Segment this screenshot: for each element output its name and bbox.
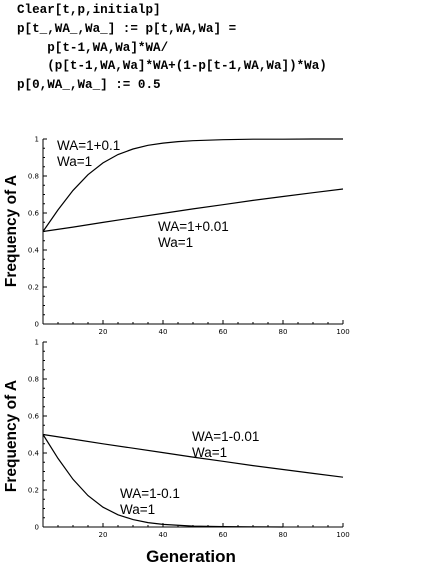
- y-tick-label: 1: [35, 136, 39, 144]
- y-tick-label: 0.2: [28, 487, 39, 495]
- series-label: WA=1-0.01: [192, 429, 259, 444]
- x-tick-label: 100: [336, 328, 349, 336]
- x-tick-label: 40: [159, 531, 168, 539]
- x-tick-label: 60: [219, 531, 228, 539]
- y-tick-label: 0.2: [28, 284, 39, 292]
- code-line: p[t-1,WA,Wa]*WA/: [17, 40, 169, 55]
- y-tick-label: 0.6: [28, 413, 40, 421]
- series-label: Wa=1: [192, 445, 227, 460]
- y-axis-label: Frequency of A: [3, 380, 20, 492]
- series-label: Wa=1: [57, 154, 92, 169]
- y-tick-label: 0: [35, 321, 39, 329]
- x-tick-label: 40: [159, 328, 168, 336]
- series-line: [42, 434, 284, 528]
- code-line: (p[t-1,WA,Wa]*WA+(1-p[t-1,WA,Wa])*Wa): [17, 59, 327, 74]
- x-tick-label: 20: [99, 531, 108, 539]
- series-label: Wa=1: [120, 502, 155, 517]
- y-tick-label: 0.6: [28, 210, 40, 218]
- series-label: WA=1+0.1: [57, 138, 120, 153]
- series-label: WA=1+0.01: [158, 219, 229, 234]
- x-tick-label: 20: [99, 328, 108, 336]
- y-tick-label: 0.8: [28, 376, 39, 384]
- y-tick-label: 0.4: [28, 247, 40, 255]
- x-tick-label: 100: [336, 531, 349, 539]
- code-line: p[0,WA_,Wa_] := 0.5: [17, 78, 161, 93]
- x-tick-label: 60: [219, 328, 228, 336]
- y-tick-label: 0.4: [28, 450, 40, 458]
- y-tick-label: 0: [35, 524, 39, 532]
- y-axis-label: Frequency of A: [3, 175, 20, 287]
- code-block: Clear[t,p,initialp] p[t_,WA_,Wa_] := p[t…: [17, 1, 327, 95]
- series-line: [42, 188, 344, 233]
- y-tick-label: 1: [35, 339, 39, 347]
- x-tick-label: 80: [279, 531, 288, 539]
- series-line: [42, 433, 344, 478]
- code-line: p[t_,WA_,Wa_] := p[t,WA,Wa] =: [17, 21, 237, 36]
- y-tick-label: 0.8: [28, 173, 39, 181]
- code-line: Clear[t,p,initialp]: [17, 3, 161, 17]
- x-axis-label: Generation: [146, 547, 236, 566]
- series-line: [42, 138, 343, 232]
- x-tick-label: 80: [279, 328, 288, 336]
- series-label: WA=1-0.1: [120, 486, 180, 501]
- series-label: Wa=1: [158, 235, 193, 250]
